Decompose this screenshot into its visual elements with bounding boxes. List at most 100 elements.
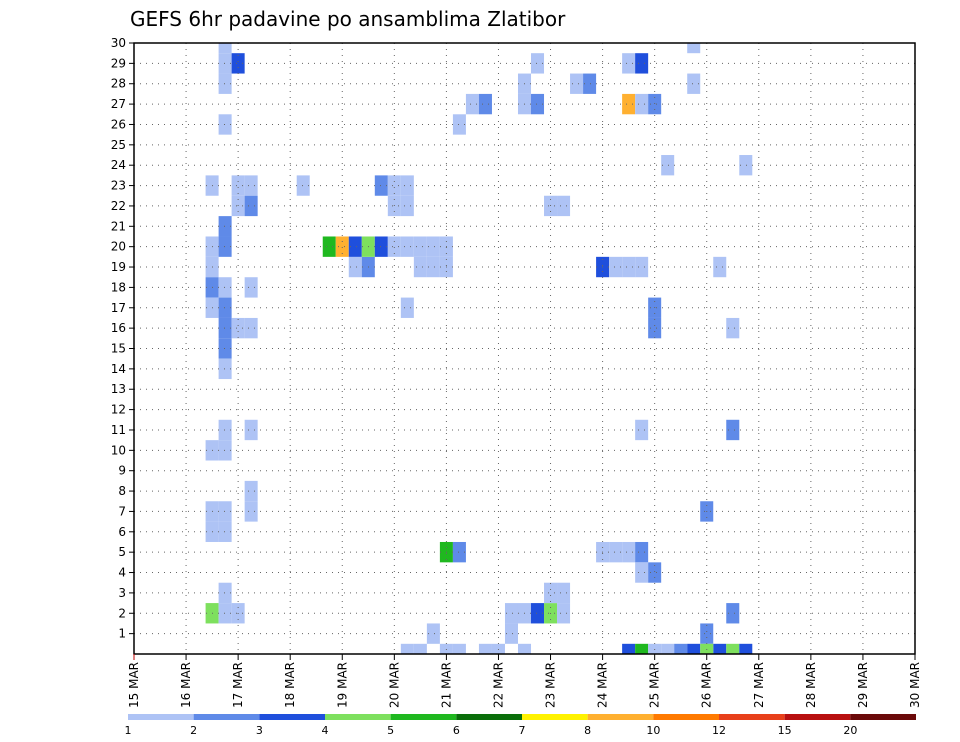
colorbar-segment (587, 714, 654, 720)
y-tick-label: 8 (118, 484, 126, 498)
x-tick-label: 19 MAR (335, 662, 349, 708)
y-axis: 1234567891011121314151617181920212223242… (111, 36, 134, 641)
x-tick-label: 29 MAR (856, 662, 870, 708)
colorbar-label: 7 (519, 724, 526, 737)
y-tick-label: 15 (111, 342, 126, 356)
data-cell (622, 541, 636, 563)
data-cell (491, 643, 505, 654)
data-cell (218, 317, 232, 339)
x-tick-label: 17 MAR (231, 662, 245, 708)
y-tick-label: 16 (111, 321, 126, 335)
data-cell (622, 93, 636, 115)
data-cell (413, 643, 427, 654)
colorbar-segment (719, 714, 785, 720)
data-cell (218, 277, 232, 298)
x-tick-label: 22 MAR (491, 662, 505, 708)
colorbar-segment (193, 714, 260, 720)
data-cell (635, 541, 649, 563)
data-cell (517, 643, 532, 654)
data-cell (218, 297, 232, 318)
data-cell (609, 541, 623, 563)
data-cell (622, 256, 636, 278)
data-cell (218, 338, 232, 359)
data-cell (687, 643, 701, 654)
data-cell (531, 603, 545, 624)
data-cell (570, 73, 584, 94)
x-tick-label: 28 MAR (804, 662, 818, 708)
data-cell (231, 53, 245, 74)
grid-lines (134, 43, 915, 654)
y-tick-label: 26 (111, 117, 126, 131)
x-tick-label: 18 MAR (283, 662, 297, 708)
colorbar-label: 12 (712, 724, 726, 737)
data-cell (661, 643, 675, 654)
y-tick-label: 5 (118, 545, 126, 559)
data-cell (218, 358, 232, 380)
y-tick-label: 11 (111, 423, 126, 437)
data-cell (400, 643, 414, 654)
data-cell (713, 643, 727, 654)
x-tick-label: 27 MAR (752, 662, 766, 708)
data-cell (648, 317, 662, 339)
colorbar-label: 10 (646, 724, 660, 737)
data-cell (413, 256, 427, 278)
data-cell (218, 440, 232, 461)
y-tick-label: 2 (118, 606, 126, 620)
x-tick-label: 20 MAR (387, 662, 401, 708)
data-cell (622, 643, 636, 654)
data-cell (504, 603, 518, 624)
y-tick-label: 12 (111, 403, 126, 417)
data-cell (387, 236, 401, 257)
colorbar-label: 2 (190, 724, 197, 737)
y-tick-label: 18 (111, 280, 126, 294)
colorbar-segment (325, 714, 391, 720)
colorbar-segment (259, 714, 325, 720)
plot-cells (205, 43, 753, 654)
y-tick-label: 23 (111, 179, 126, 193)
data-cell (244, 175, 258, 196)
data-cell (218, 419, 232, 441)
x-tick-label: 30 MAR (908, 662, 922, 708)
data-cell (218, 582, 232, 604)
colorbar-label: 1 (125, 724, 132, 737)
data-cell (531, 53, 545, 74)
colorbar-label: 3 (256, 724, 263, 737)
data-cell (504, 623, 518, 644)
data-cell (218, 73, 232, 94)
data-cell (374, 236, 388, 257)
data-cell (726, 643, 740, 654)
colorbar-label: 4 (322, 724, 329, 737)
y-tick-label: 24 (111, 158, 126, 172)
data-cell (635, 256, 649, 278)
data-cell (635, 643, 649, 654)
colorbar-legend: 1 2 3 4 5 6 7 8 10 12 15 20 (125, 714, 916, 737)
data-cell (348, 256, 362, 278)
data-cell (218, 236, 232, 257)
colorbar-segment (128, 714, 194, 720)
x-tick-label: 24 MAR (596, 662, 610, 708)
colorbar-segment (850, 714, 916, 720)
data-cell (244, 277, 258, 298)
data-cell (739, 643, 753, 654)
data-cell (218, 521, 232, 542)
data-cell (452, 643, 466, 654)
data-cell (661, 155, 675, 176)
data-cell (674, 643, 688, 654)
data-cell (426, 236, 440, 257)
data-cell (609, 256, 623, 278)
data-cell (218, 114, 232, 135)
colorbar-label: 15 (778, 724, 792, 737)
data-cell (700, 643, 714, 654)
data-cell (635, 53, 649, 74)
data-cell (726, 603, 740, 624)
y-tick-label: 22 (111, 199, 126, 213)
data-cell (726, 317, 740, 339)
data-cell (218, 603, 232, 624)
data-cell (374, 175, 388, 196)
data-cell (648, 643, 662, 654)
colorbar-segment (653, 714, 719, 720)
colorbar-segment (390, 714, 457, 720)
x-tick-label: 26 MAR (700, 662, 714, 708)
y-tick-label: 20 (111, 240, 126, 254)
